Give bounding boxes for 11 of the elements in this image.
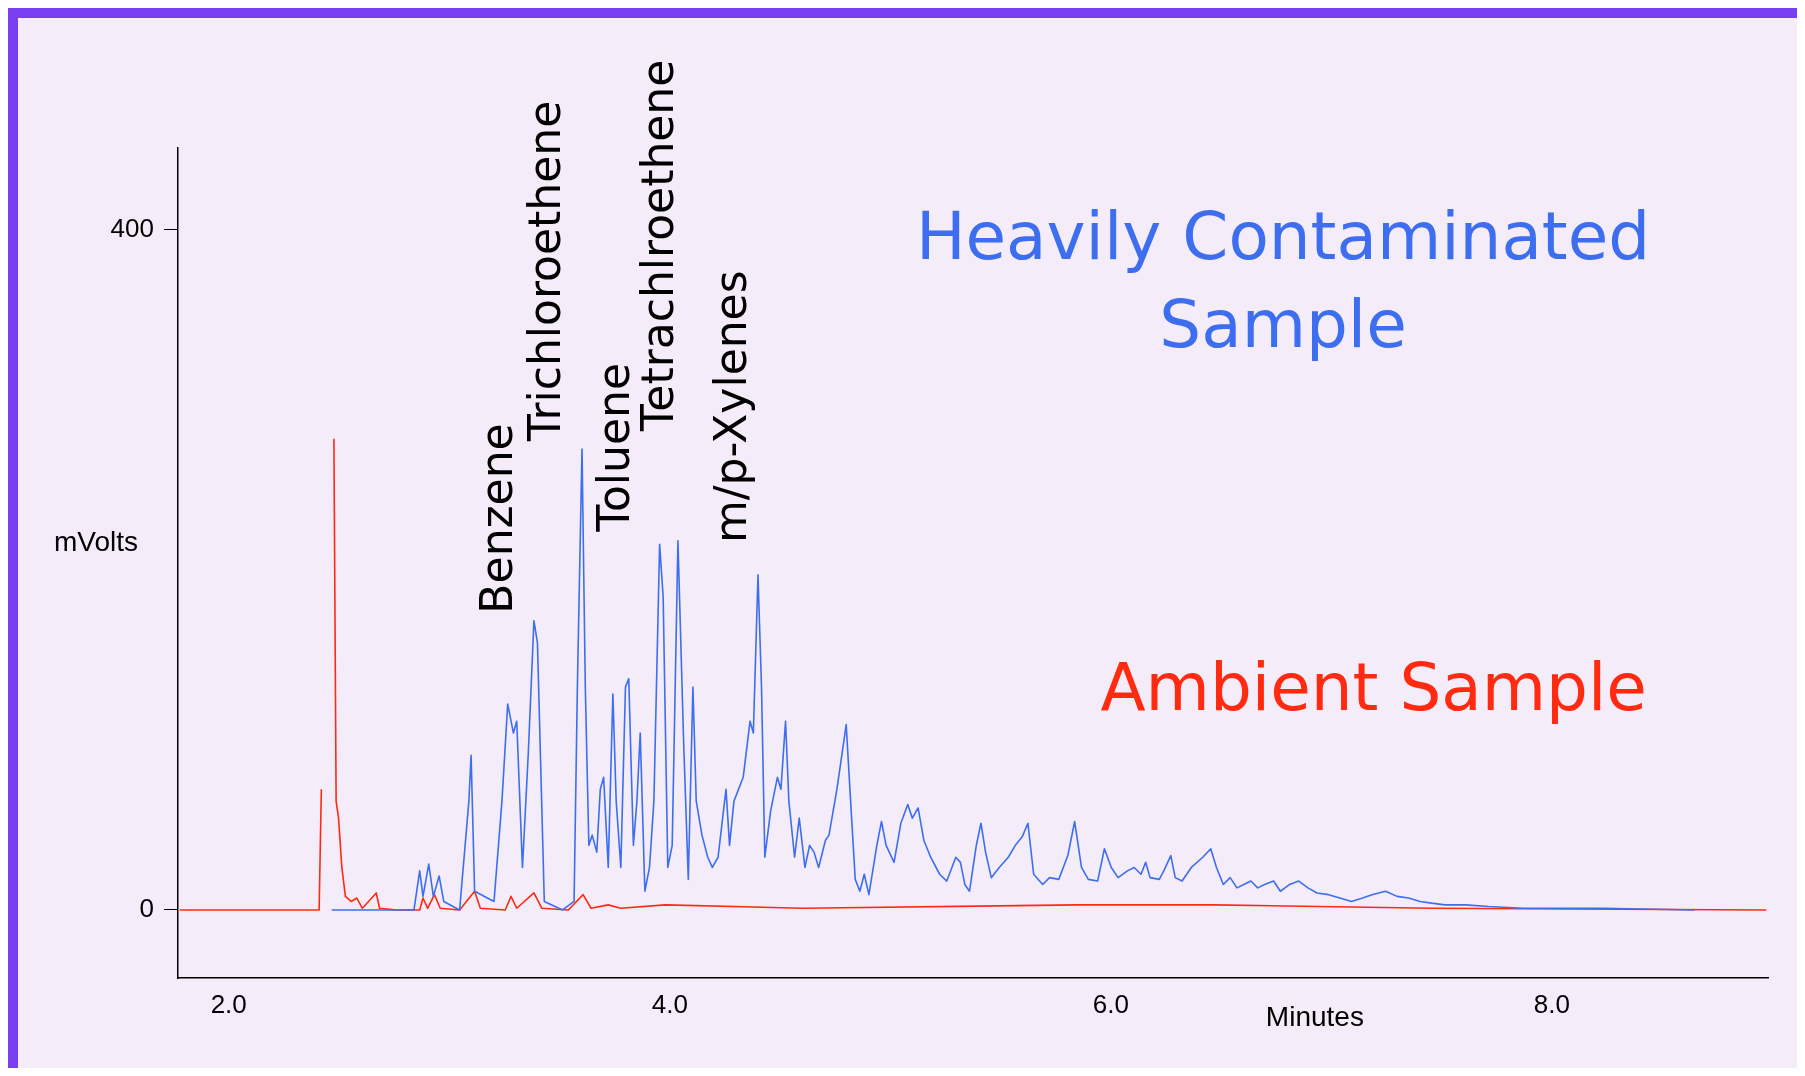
annotation: m/p-Xylenes: [705, 270, 757, 544]
x-tick-label: 2.0: [210, 988, 247, 1019]
y-tick-label: 400: [110, 212, 154, 243]
y-tick-label: 0: [139, 893, 154, 924]
x-tick-label: 4.0: [651, 988, 688, 1019]
x-tick-label: 8.0: [1533, 988, 1570, 1019]
y-axis-title: mVolts: [54, 525, 139, 557]
x-axis-title: Minutes: [1265, 1000, 1364, 1032]
text: Heavily Contaminated Sample: [915, 197, 1651, 363]
text: Ambient Sample: [1100, 648, 1647, 726]
x-tick-label: 6.0: [1092, 988, 1129, 1019]
